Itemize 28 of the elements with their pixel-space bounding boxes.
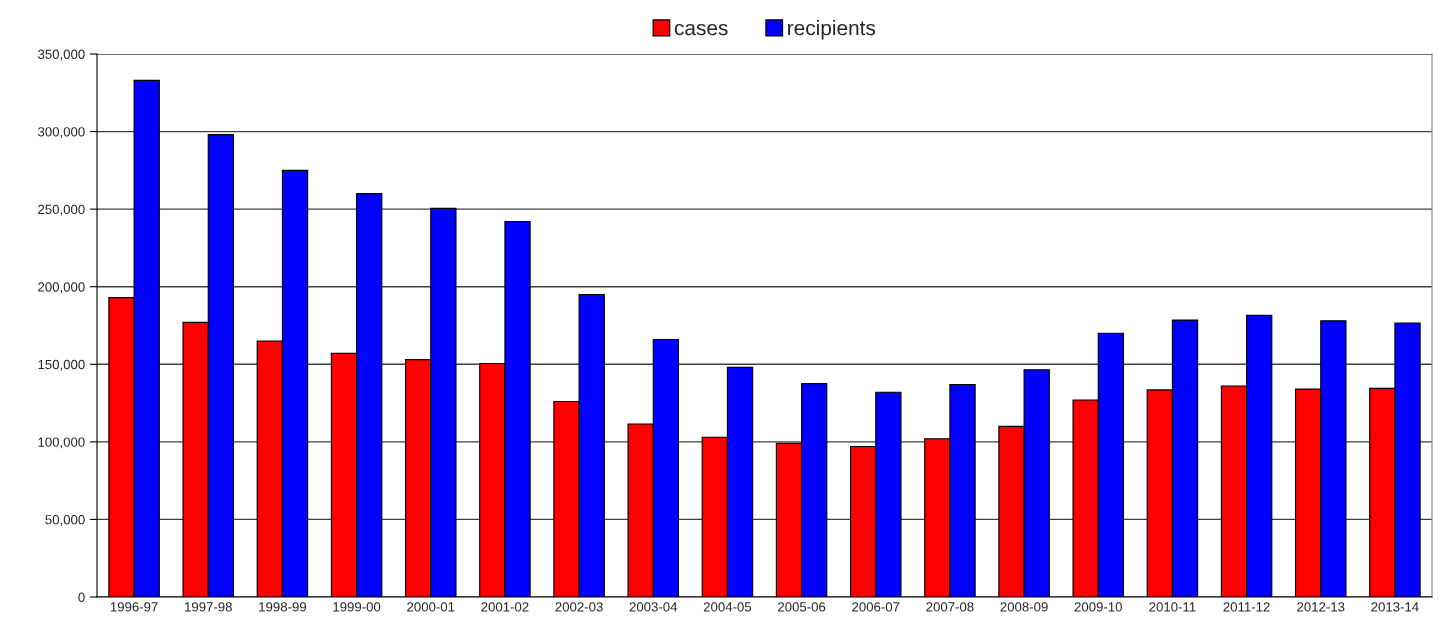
x-tick-label: 2011-12 bbox=[1223, 602, 1270, 612]
x-tick-label: 2003-04 bbox=[629, 602, 678, 612]
y-tick-label: 50,000 bbox=[45, 515, 85, 526]
x-tick-label: 2002-03 bbox=[555, 602, 603, 612]
x-tick-label: 2013-14 bbox=[1371, 602, 1419, 612]
x-tick-label: 2005-06 bbox=[778, 602, 826, 612]
legend-label: recipients bbox=[788, 20, 876, 40]
x-tick-label: 2009-10 bbox=[1074, 602, 1122, 612]
x-tick-label: 2010-11 bbox=[1149, 602, 1196, 612]
y-tick-label: 150,000 bbox=[38, 359, 85, 371]
legend-label: cases bbox=[674, 23, 728, 36]
x-tick-label: 2006-07 bbox=[852, 602, 900, 612]
x-tick-label: 1999-00 bbox=[333, 602, 381, 612]
x-tick-label: 1998-99 bbox=[259, 602, 307, 612]
y-tick-label: 100,000 bbox=[38, 437, 85, 449]
y-tick-label: 250,000 bbox=[38, 204, 85, 216]
x-tick-label: 2007-08 bbox=[926, 602, 974, 612]
x-tick-label: 2001-02 bbox=[481, 602, 529, 612]
x-tick-label: 2000-01 bbox=[407, 602, 455, 612]
x-tick-label: 1996-97 bbox=[110, 602, 158, 612]
y-tick-label: 300,000 bbox=[38, 127, 85, 139]
x-tick-label: 1997-98 bbox=[185, 602, 232, 612]
x-tick-label: 2012-13 bbox=[1297, 602, 1345, 612]
x-tick-label: 2008-09 bbox=[1000, 602, 1048, 612]
y-tick-label: 350,000 bbox=[38, 49, 85, 61]
x-tick-label: 2004-05 bbox=[703, 602, 752, 612]
y-tick-label: 0 bbox=[78, 592, 85, 602]
y-tick-label: 200,000 bbox=[38, 282, 85, 294]
